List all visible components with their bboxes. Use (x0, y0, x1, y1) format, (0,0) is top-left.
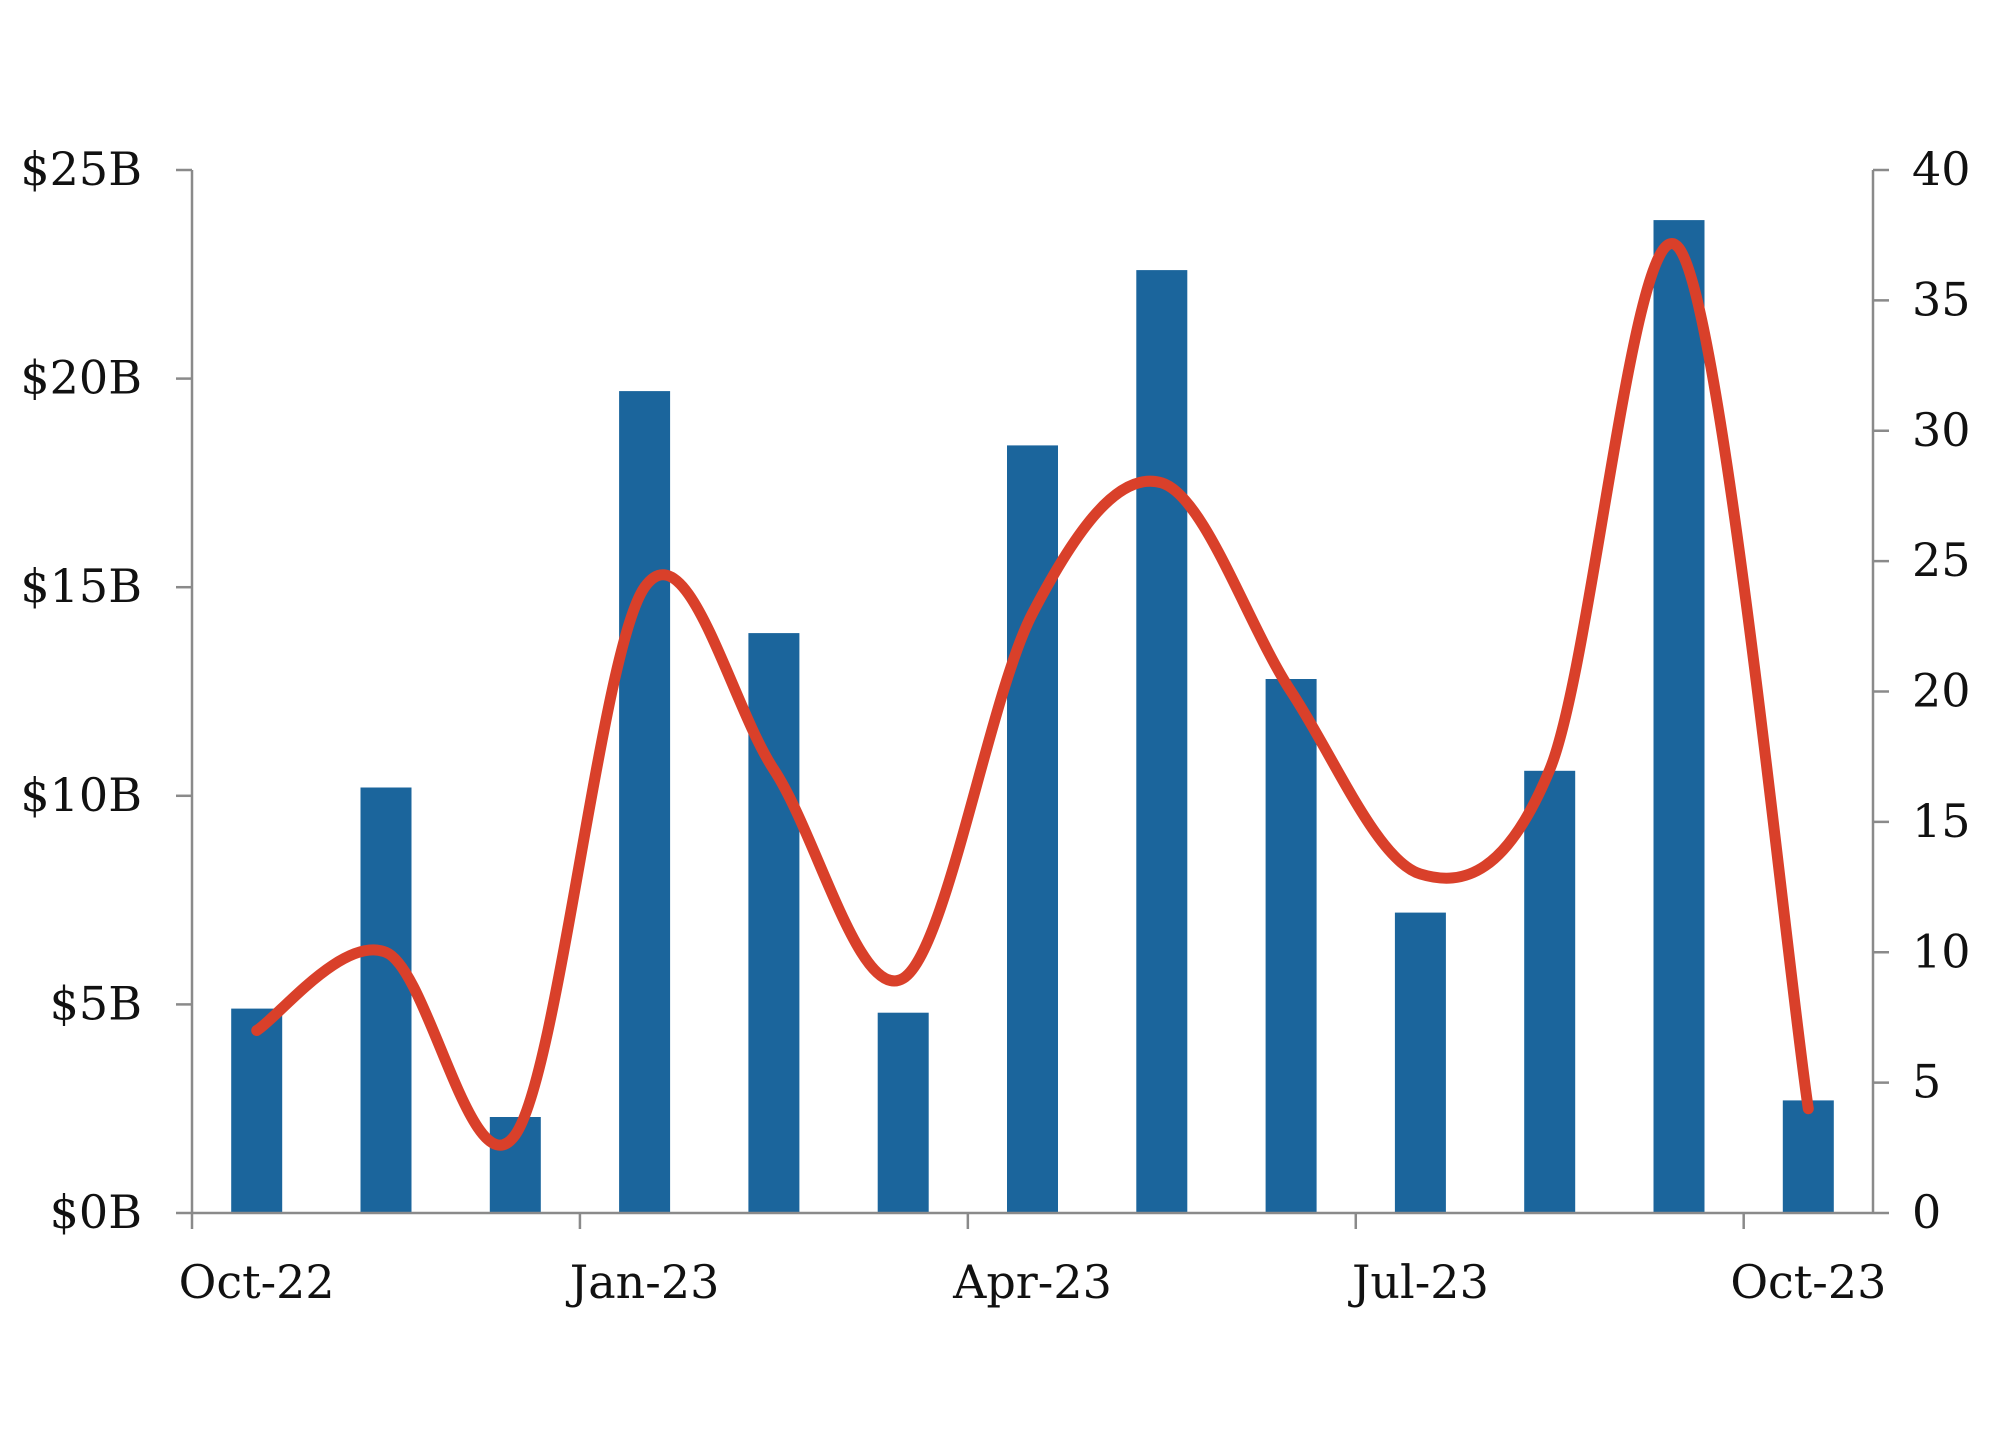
bar-jun-23 (1265, 679, 1317, 1213)
right-y-tick-label: 0 (1912, 1185, 1941, 1239)
bar-may-23 (1136, 270, 1188, 1214)
bar-feb-23 (748, 633, 800, 1213)
left-y-tick-label: $20B (20, 351, 142, 405)
right-y-tick-label: 10 (1912, 924, 1971, 978)
right-y-tick-label: 25 (1912, 533, 1971, 587)
left-y-tick-label: $0B (50, 1185, 142, 1239)
bar-sep-23 (1653, 220, 1705, 1214)
left-y-tick-label: $10B (20, 768, 142, 822)
x-tick-label: Oct-22 (179, 1255, 335, 1309)
bar-mar-23 (877, 1012, 929, 1213)
bar-oct-22 (231, 1008, 283, 1213)
right-y-tick-label: 35 (1912, 272, 1971, 326)
line-series (251, 238, 1814, 1151)
right-y-tick-label: 5 (1912, 1055, 1941, 1109)
bar-series (231, 220, 1834, 1214)
right-y-tick-label: 30 (1912, 403, 1971, 457)
axes (176, 168, 1889, 1229)
left-y-tick-label: $5B (50, 976, 142, 1030)
right-y-tick-label: 40 (1912, 142, 1971, 196)
x-tick-label: Jul-23 (1348, 1255, 1489, 1309)
line-series-path (251, 238, 1814, 1151)
right-y-tick-label: 20 (1912, 664, 1971, 718)
x-tick-label: Apr-23 (952, 1255, 1112, 1309)
bar-jul-23 (1394, 912, 1446, 1213)
bar-apr-23 (1007, 445, 1058, 1213)
bar-aug-23 (1524, 770, 1576, 1213)
right-y-tick-label: 15 (1912, 794, 1971, 848)
left-y-tick-label: $15B (20, 559, 142, 613)
bar-nov-22 (360, 787, 412, 1213)
bar-oct-23 (1782, 1100, 1834, 1213)
bar-jan-23 (619, 391, 671, 1214)
x-tick-label: Oct-23 (1730, 1255, 1886, 1309)
left-y-tick-label: $25B (20, 142, 142, 196)
tick-labels: $0B $5B $10B $15B $20B $25B 0 5 10 15 20 25 30 35 40 Oc… (20, 142, 1970, 1309)
x-tick-label: Jan-23 (566, 1255, 720, 1309)
